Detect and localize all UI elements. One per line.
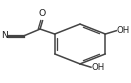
Text: N: N: [1, 31, 8, 40]
Text: OH: OH: [91, 63, 105, 72]
Text: O: O: [39, 9, 46, 18]
Text: OH: OH: [117, 26, 130, 35]
